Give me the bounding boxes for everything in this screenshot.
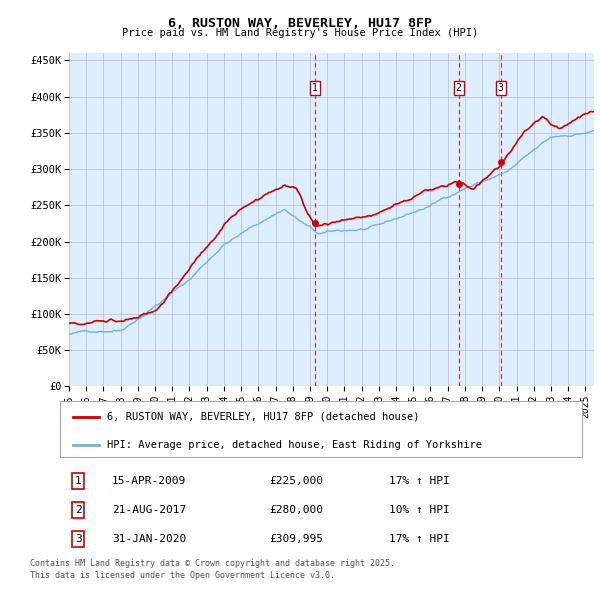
Text: 1: 1 bbox=[75, 476, 82, 486]
Text: HPI: Average price, detached house, East Riding of Yorkshire: HPI: Average price, detached house, East… bbox=[107, 440, 482, 450]
Text: 17% ↑ HPI: 17% ↑ HPI bbox=[389, 535, 449, 544]
Text: 3: 3 bbox=[498, 83, 503, 93]
Text: 1: 1 bbox=[312, 83, 318, 93]
Text: Price paid vs. HM Land Registry's House Price Index (HPI): Price paid vs. HM Land Registry's House … bbox=[122, 28, 478, 38]
Text: 10% ↑ HPI: 10% ↑ HPI bbox=[389, 505, 449, 515]
Text: 2: 2 bbox=[75, 505, 82, 515]
Text: £280,000: £280,000 bbox=[269, 505, 323, 515]
Text: 17% ↑ HPI: 17% ↑ HPI bbox=[389, 476, 449, 486]
Text: £309,995: £309,995 bbox=[269, 535, 323, 544]
Text: 2: 2 bbox=[456, 83, 461, 93]
Text: 6, RUSTON WAY, BEVERLEY, HU17 8FP: 6, RUSTON WAY, BEVERLEY, HU17 8FP bbox=[168, 17, 432, 30]
Text: This data is licensed under the Open Government Licence v3.0.: This data is licensed under the Open Gov… bbox=[30, 571, 335, 580]
Text: 6, RUSTON WAY, BEVERLEY, HU17 8FP (detached house): 6, RUSTON WAY, BEVERLEY, HU17 8FP (detac… bbox=[107, 412, 419, 422]
Text: 3: 3 bbox=[75, 535, 82, 544]
Text: Contains HM Land Registry data © Crown copyright and database right 2025.: Contains HM Land Registry data © Crown c… bbox=[30, 559, 395, 568]
Text: £225,000: £225,000 bbox=[269, 476, 323, 486]
Text: 31-JAN-2020: 31-JAN-2020 bbox=[112, 535, 187, 544]
Text: 15-APR-2009: 15-APR-2009 bbox=[112, 476, 187, 486]
Text: 21-AUG-2017: 21-AUG-2017 bbox=[112, 505, 187, 515]
